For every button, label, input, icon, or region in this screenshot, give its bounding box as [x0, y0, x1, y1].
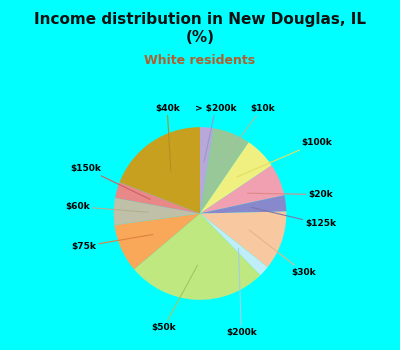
Text: $20k: $20k [248, 190, 333, 199]
Text: $75k: $75k [71, 234, 153, 251]
Text: $200k: $200k [226, 248, 257, 337]
Wedge shape [115, 182, 200, 213]
Wedge shape [200, 165, 284, 214]
Text: $10k: $10k [219, 104, 274, 165]
Text: $150k: $150k [71, 164, 150, 199]
Text: Income distribution in New Douglas, IL
(%): Income distribution in New Douglas, IL (… [34, 12, 366, 45]
Wedge shape [200, 142, 272, 214]
Wedge shape [200, 195, 286, 214]
Wedge shape [134, 214, 260, 300]
Text: $100k: $100k [237, 138, 332, 177]
Wedge shape [200, 127, 214, 214]
Text: > $200k: > $200k [195, 104, 236, 162]
Wedge shape [114, 198, 200, 225]
Wedge shape [200, 211, 286, 267]
Wedge shape [200, 128, 249, 214]
Text: White residents: White residents [144, 54, 256, 67]
Text: $60k: $60k [65, 202, 148, 212]
Wedge shape [120, 127, 200, 214]
Text: $30k: $30k [249, 230, 316, 277]
Text: $50k: $50k [152, 265, 198, 332]
Text: $40k: $40k [155, 104, 180, 171]
Text: $125k: $125k [252, 208, 336, 228]
Wedge shape [200, 214, 268, 275]
Wedge shape [114, 214, 200, 269]
